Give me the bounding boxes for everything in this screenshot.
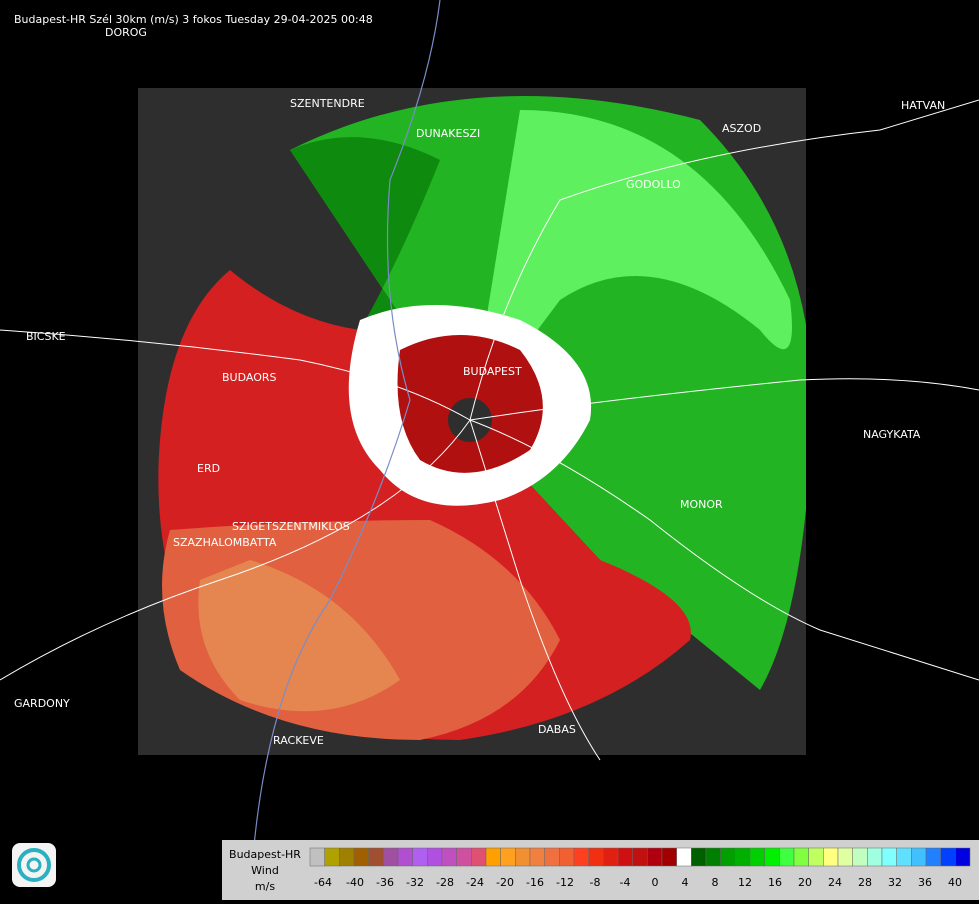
legend-swatch xyxy=(324,847,340,867)
rivers xyxy=(249,0,441,901)
place-label: DUNAKESZI xyxy=(416,127,480,140)
legend-swatch xyxy=(911,847,927,867)
place-label: ASZOD xyxy=(722,122,761,135)
legend-label: 32 xyxy=(888,876,902,889)
legend-swatch xyxy=(647,847,663,867)
legend-swatch xyxy=(881,847,897,867)
legend-swatch xyxy=(896,847,912,867)
legend-station: Budapest-HR xyxy=(229,848,301,861)
echo-light-green xyxy=(470,110,792,420)
legend-swatch xyxy=(705,847,721,867)
legend-swatch xyxy=(691,847,707,867)
place-label: NAGYKATA xyxy=(863,428,921,441)
place-label: SZIGETSZENTMIKLOS xyxy=(232,520,350,533)
title: Budapest-HR Szél 30km (m/s) 3 fokos Tues… xyxy=(14,13,373,26)
roads xyxy=(0,99,979,761)
legend-label: -40 xyxy=(346,876,364,889)
legend-label: 12 xyxy=(738,876,752,889)
legend-swatch xyxy=(779,847,795,867)
legend-swatch xyxy=(588,847,604,867)
place-label: BICSKE xyxy=(26,330,66,343)
legend-label: 4 xyxy=(682,876,689,889)
legend-label: 20 xyxy=(798,876,812,889)
legend-swatch xyxy=(940,847,956,867)
legend-label: -12 xyxy=(556,876,574,889)
place-label: SZAZHALOMBATTA xyxy=(173,536,277,549)
legend-swatch xyxy=(309,847,325,867)
place-label: BUDAORS xyxy=(222,371,277,384)
legend-swatch xyxy=(749,847,765,867)
legend-swatch xyxy=(441,847,457,867)
places: DOROG SZENTENDRE DUNAKESZI ASZOD HATVAN GODOL… xyxy=(14,26,969,900)
place-label: ERD xyxy=(197,462,220,475)
legend-quantity: Wind xyxy=(251,864,279,877)
legend-swatch xyxy=(867,847,883,867)
legend-swatch xyxy=(500,847,516,867)
legend-swatch xyxy=(353,847,369,867)
legend-swatch xyxy=(603,847,619,867)
legend-label: 24 xyxy=(828,876,842,889)
legend-swatch xyxy=(617,847,633,867)
place-label: MONOR xyxy=(680,498,723,511)
legend-label: -20 xyxy=(496,876,514,889)
legend-label: -32 xyxy=(406,876,424,889)
legend-swatch xyxy=(661,847,677,867)
place-label: DABAS xyxy=(538,723,576,736)
legend-swatch xyxy=(837,847,853,867)
legend-label: -28 xyxy=(436,876,454,889)
legend-label: 36 xyxy=(918,876,932,889)
legend-label: 40 xyxy=(948,876,962,889)
place-label: GODOLLO xyxy=(626,178,681,191)
legend-label: -36 xyxy=(376,876,394,889)
legend-swatch xyxy=(852,847,868,867)
legend-swatch xyxy=(397,847,413,867)
legend-label: 0 xyxy=(652,876,659,889)
legend-label: 8 xyxy=(712,876,719,889)
legend-swatch xyxy=(515,847,531,867)
legend-label: 28 xyxy=(858,876,872,889)
echo-dark-green xyxy=(290,137,470,420)
legend-label: 16 xyxy=(768,876,782,889)
legend-label: -8 xyxy=(590,876,601,889)
legend-swatch xyxy=(676,847,692,867)
legend: Budapest-HR Wind m/s -64 -40 -36 -32 -28 -24-… xyxy=(222,840,979,900)
legend-swatch xyxy=(427,847,443,867)
legend-swatch xyxy=(383,847,399,867)
legend-swatch xyxy=(632,847,648,867)
legend-label: -16 xyxy=(526,876,544,889)
legend-swatch xyxy=(485,847,501,867)
legend-swatch xyxy=(412,847,428,867)
legend-swatch xyxy=(955,847,971,867)
legend-swatch xyxy=(764,847,780,867)
legend-swatch xyxy=(456,847,472,867)
legend-swatch xyxy=(544,847,560,867)
place-label: GARDONY xyxy=(14,697,70,710)
legend-swatch xyxy=(529,847,545,867)
radar-echo xyxy=(158,96,806,740)
legend-swatch xyxy=(339,847,355,867)
place-label: SZENTENDRE xyxy=(290,97,365,110)
legend-swatch xyxy=(793,847,809,867)
place-label: DOROG xyxy=(105,26,147,39)
place-label: RACKEVE xyxy=(273,734,324,747)
echo-light-orange xyxy=(198,560,400,712)
legend-swatch xyxy=(808,847,824,867)
legend-swatch xyxy=(368,847,384,867)
legend-swatch xyxy=(471,847,487,867)
legend-swatch xyxy=(823,847,839,867)
legend-label: -24 xyxy=(466,876,484,889)
legend-swatch xyxy=(720,847,736,867)
logo xyxy=(12,843,56,887)
legend-swatch xyxy=(573,847,589,867)
legend-label: -4 xyxy=(620,876,631,889)
legend-swatch xyxy=(925,847,941,867)
place-label: HATVAN xyxy=(901,99,945,112)
legend-unit: m/s xyxy=(255,880,275,893)
place-label: BUDAPEST xyxy=(463,365,522,378)
legend-label: -64 xyxy=(314,876,332,889)
legend-swatch xyxy=(735,847,751,867)
legend-swatch xyxy=(559,847,575,867)
